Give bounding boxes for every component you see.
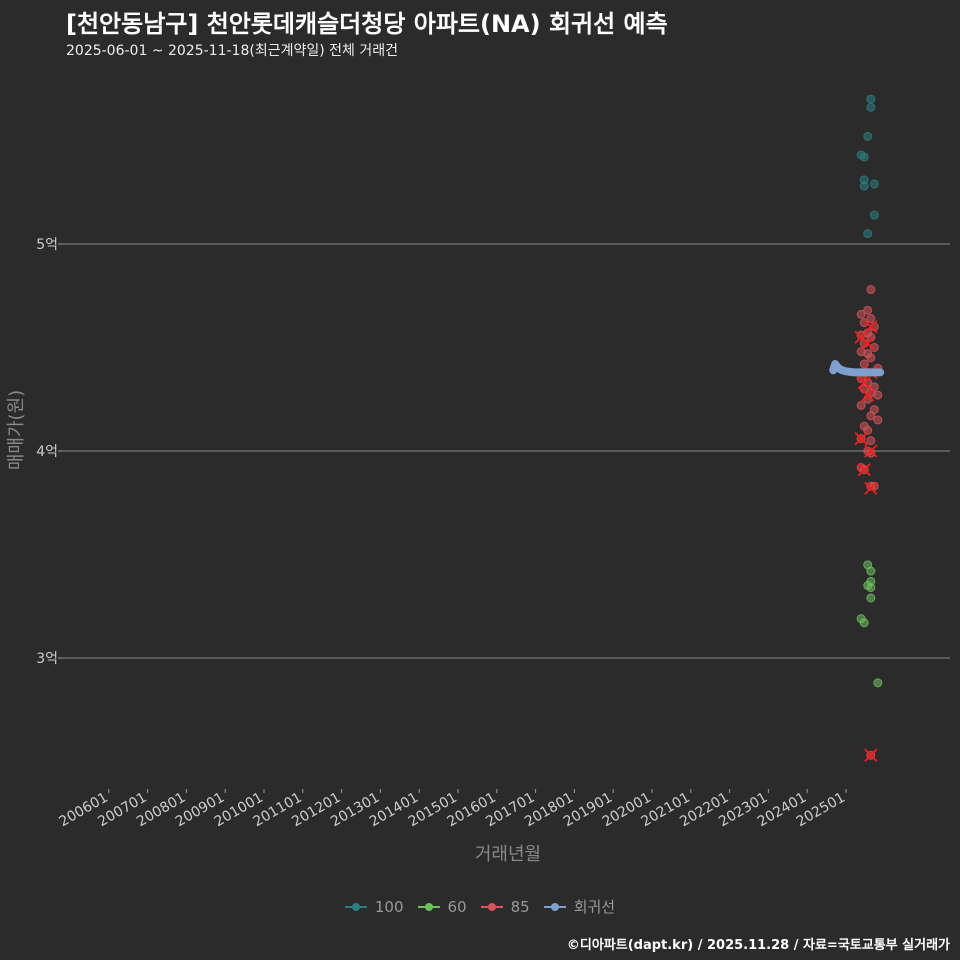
data-point-85 [863,305,873,315]
source-caption: ©디아파트(dapt.kr) / 2025.11.28 / 자료=국토교통부 실… [566,938,950,953]
data-point-100 [869,179,879,189]
data-point-85 [863,394,873,404]
data-point-85 [866,285,876,295]
legend-swatch-icon [344,902,367,911]
legend: 100 60 85 회귀선 [0,896,960,917]
data-point-85 [866,436,876,446]
legend-item: 100 [344,896,404,917]
data-point-60 [866,583,876,593]
outlier-marker [864,748,878,762]
outlier-marker [864,320,878,334]
data-point-85 [856,400,866,410]
data-point-85 [869,343,879,352]
chart-subtitle: 2025-06-01 ~ 2025-11-18(최근계약일) 전체 거래건 [66,43,398,59]
y-tick-label: 4억 [36,444,58,460]
legend-label: 회귀선 [573,898,616,916]
data-point-60 [866,593,876,603]
outlier-marker [857,376,871,390]
outlier-marker [861,388,875,402]
legend-swatch-icon [417,902,440,911]
data-point-85 [863,425,873,435]
data-point-100 [866,94,876,104]
data-point-85 [856,309,866,319]
legend-label: 60 [447,897,467,916]
legend-item: 85 [480,896,530,917]
chart-title: [천안동남구] 천안롯데캐슬더청당 아파트(NA) 회귀선 예측 [66,10,668,38]
data-point-60 [859,618,869,628]
data-point-100 [859,181,869,191]
y-tick-label: 3억 [36,651,58,667]
data-point-85 [869,481,879,491]
data-point-85 [866,314,876,324]
data-point-85 [866,448,876,458]
data-point-85 [859,318,869,328]
regression-line [829,360,885,377]
data-point-100 [863,229,873,239]
outlier-marker [864,481,878,495]
data-point-100 [859,152,869,162]
x-axis-title: 거래년월 [475,844,541,865]
data-point-85 [866,411,876,421]
y-axis-title: 매매가(원) [6,390,27,470]
data-point-85 [859,359,869,369]
y-tick-label: 5억 [36,237,58,253]
legend-item: 회귀선 [543,896,616,917]
data-point-60 [873,678,883,688]
legend-swatch-icon [480,902,503,911]
data-point-100 [866,102,876,112]
legend-label: 100 [374,897,404,916]
outlier-marker [857,462,871,477]
data-point-60 [866,566,876,576]
data-point-100 [863,131,873,141]
outlier-marker [864,444,878,458]
data-point-85 [873,415,883,425]
data-point-100 [869,210,879,220]
data-point-85 [859,384,869,394]
outlier-marker [854,431,868,446]
outlier-marker [861,336,875,350]
legend-label: 85 [510,897,530,916]
data-point-85 [873,390,883,400]
legend-item: 60 [417,896,467,917]
data-point-85 [866,353,876,363]
legend-swatch-icon [543,902,566,911]
